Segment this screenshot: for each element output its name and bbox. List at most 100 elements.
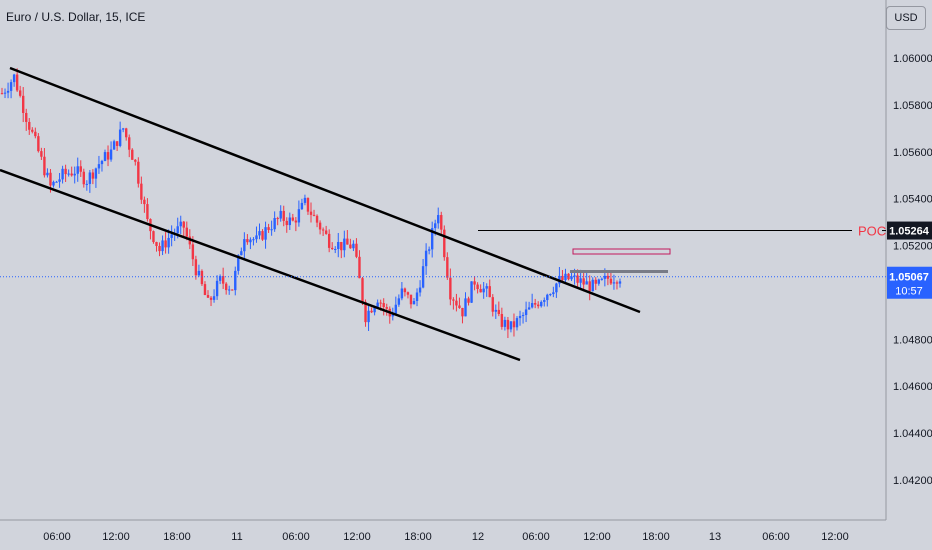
candle-body (461, 307, 464, 317)
candle-body (391, 313, 394, 317)
y-tick-label-3: 1.05400 (893, 194, 932, 206)
candle-body (125, 128, 128, 138)
candle-body (128, 137, 131, 150)
candle-body (497, 309, 501, 314)
candle-body (533, 303, 537, 305)
poc-tag-label: 1.05264 (889, 226, 930, 238)
candle-body (579, 278, 582, 283)
candle-body (64, 168, 67, 175)
candle-body (103, 152, 107, 162)
candle-body (543, 300, 546, 302)
channel-lower-line (0, 168, 521, 362)
candle-body (467, 298, 470, 303)
candle-body (446, 257, 449, 278)
x-tick-label-2: 18:00 (163, 531, 191, 543)
candle-body (49, 172, 52, 186)
candle-body (370, 310, 373, 313)
candle-body (285, 220, 288, 226)
candle-body (18, 90, 22, 96)
candle-body (312, 214, 316, 216)
candle-body (427, 249, 431, 251)
candle-body (555, 283, 558, 293)
candle-body (270, 229, 273, 231)
candle-body (509, 321, 513, 330)
candle-body (473, 281, 476, 285)
candle-body (255, 235, 258, 240)
candle-body (564, 273, 567, 281)
candle-body (337, 241, 340, 250)
candle-body (403, 288, 407, 293)
countdown-label: 10:57 (895, 286, 923, 298)
candle-body (164, 240, 167, 248)
candle-body (300, 202, 304, 210)
candle-body (3, 92, 7, 94)
candle-body (179, 221, 182, 227)
candle-body (318, 222, 322, 230)
candle-body (515, 318, 519, 328)
candle-body (185, 227, 188, 237)
candle-body (109, 149, 113, 160)
x-tick-label-6: 18:00 (404, 531, 432, 543)
candle-body (615, 282, 619, 284)
candle-body (424, 250, 428, 267)
candle-body (476, 284, 479, 290)
candle-body (167, 237, 170, 248)
candle-body (524, 309, 528, 316)
candle-body (491, 297, 494, 312)
candle-body (264, 227, 267, 240)
x-tick-label-4: 06:00 (282, 531, 310, 543)
currency-button[interactable]: USD (886, 6, 926, 30)
candle-body (228, 289, 231, 291)
candle-body (234, 270, 237, 291)
candle-body (155, 242, 158, 246)
candle-body (43, 156, 46, 176)
candle-body (358, 256, 361, 279)
candle-body (267, 227, 270, 230)
candle-body (194, 259, 198, 276)
candle-body (603, 275, 607, 279)
candle-body (0, 93, 4, 95)
candle-body (297, 209, 301, 223)
candle-body (500, 313, 504, 327)
x-tick-label-13: 12:00 (821, 531, 849, 543)
candle-body (85, 183, 89, 185)
y-tick-label-2: 1.05600 (893, 147, 932, 159)
candle-body (76, 166, 79, 174)
x-tick-label-7: 12 (472, 531, 484, 543)
candle-body (412, 301, 416, 305)
candle-body (203, 284, 207, 295)
candle-body (582, 278, 585, 285)
candle-body (394, 304, 398, 314)
candle-body (12, 74, 16, 83)
y-tick-label-7: 1.04400 (893, 428, 932, 440)
candle-body (134, 159, 137, 162)
candle-body (291, 217, 295, 221)
candle-body (231, 289, 234, 291)
candle-body (258, 231, 261, 236)
candle-body (594, 279, 597, 284)
candle-body (249, 239, 252, 243)
candle-body (82, 171, 85, 185)
zone-rect-lower (570, 270, 668, 273)
candle-body (212, 296, 216, 300)
candle-body (349, 244, 352, 249)
zone-rect-upper (572, 248, 671, 255)
candle-body (600, 278, 604, 280)
symbol-title: Euro / U.S. Dollar, 15, ICE (6, 10, 146, 24)
candle-body (209, 297, 213, 300)
candle-body (100, 161, 104, 165)
candle-body (546, 294, 549, 301)
candle-body (400, 288, 404, 299)
x-tick-label-12: 06:00 (762, 531, 790, 543)
candle-body (506, 319, 510, 330)
candle-body (382, 303, 385, 308)
candle-body (61, 168, 64, 180)
candle-body (306, 197, 310, 212)
candle-body (364, 301, 367, 323)
candle-body (15, 74, 19, 91)
candle-body (367, 310, 370, 323)
candle-body (576, 275, 579, 283)
candle-body (161, 240, 164, 252)
candle-body (276, 218, 279, 220)
